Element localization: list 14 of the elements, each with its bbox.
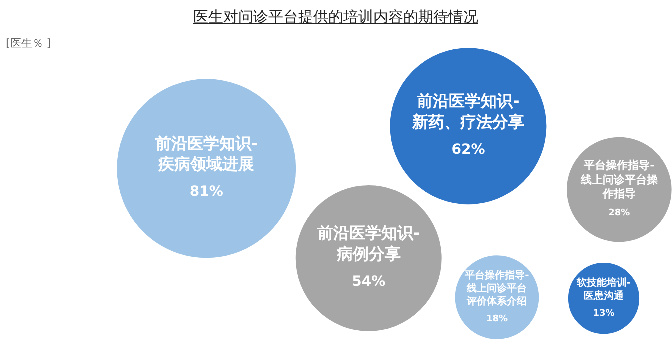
text: 医生对问诊平台提供的培训内容的期待情况 — [192, 7, 480, 28]
category-label: 软技能培训-医患沟通 — [576, 277, 632, 302]
text: [医生％ ] — [6, 36, 52, 51]
data-label: 54% — [352, 274, 386, 290]
category-label: 前沿医学知识-疾病领域进展 — [154, 134, 258, 174]
data-label: 81% — [190, 184, 224, 200]
data-label: 13% — [593, 308, 615, 319]
category-label: 平台操作指导-线上问诊平台评价体系介绍 — [464, 270, 530, 308]
data-label: 28% — [608, 208, 630, 219]
category-label: 平台操作指导-线上问诊平台操作指导 — [580, 159, 659, 201]
data-label: 18% — [486, 314, 508, 324]
category-label: 前沿医学知识-病例分享 — [316, 224, 420, 264]
data-label: 62% — [452, 142, 486, 158]
category-label: 前沿医学知识-新药、疗法分享 — [411, 92, 524, 132]
